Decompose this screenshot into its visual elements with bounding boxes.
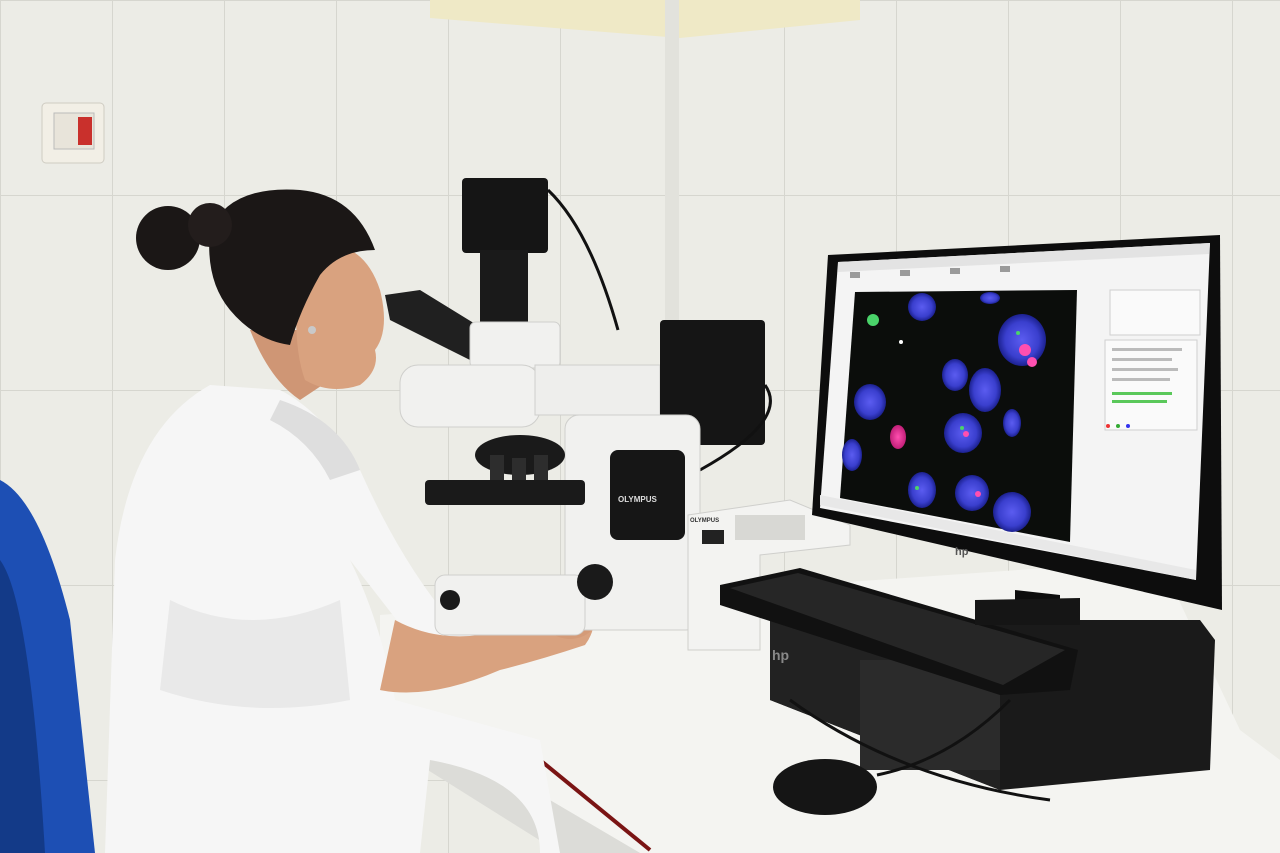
desk-red-label (538, 758, 652, 852)
keyboard (720, 568, 1078, 695)
software-side-panel (1104, 289, 1201, 431)
wall-switch (41, 102, 105, 164)
microscope-brand-label: OLYMPUS (618, 495, 657, 504)
light-source-brand-label: OLYMPUS (690, 518, 719, 524)
fish-signals (867, 314, 1037, 497)
ceiling-strip (430, 0, 860, 38)
light-source-unit: OLYMPUS (687, 499, 851, 651)
computer-logo: hp (772, 647, 789, 663)
cell-nuclei (842, 292, 1046, 532)
mouse (773, 759, 877, 815)
microscope: OLYMPUS (385, 178, 772, 636)
monitor-logo: hp (955, 546, 969, 558)
computer-tower: hp (770, 620, 1215, 790)
monitor: hp (812, 235, 1222, 625)
